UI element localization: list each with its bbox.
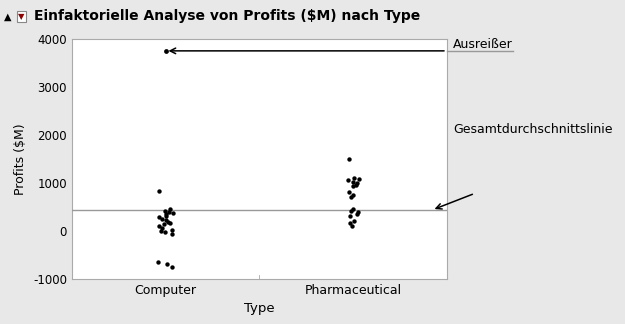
X-axis label: Type: Type — [244, 302, 275, 315]
Point — [160, 229, 170, 235]
Point — [163, 219, 173, 224]
Point — [348, 223, 358, 228]
Point — [342, 178, 352, 183]
Point — [344, 156, 354, 162]
Y-axis label: Profits ($M): Profits ($M) — [14, 123, 28, 195]
Point — [353, 210, 363, 215]
Point — [346, 208, 356, 213]
Point — [167, 227, 177, 232]
Point — [161, 48, 171, 53]
Point — [168, 264, 177, 269]
Point — [348, 183, 358, 189]
Point — [164, 210, 174, 215]
Point — [168, 211, 177, 216]
Point — [156, 228, 166, 234]
Text: ▼: ▼ — [18, 12, 24, 21]
Point — [161, 217, 171, 223]
Point — [346, 194, 356, 200]
Point — [348, 206, 358, 212]
Point — [161, 212, 171, 217]
Point — [346, 214, 356, 219]
Point — [160, 208, 170, 214]
Point — [344, 190, 354, 195]
Point — [161, 213, 171, 218]
Text: Einfaktorielle Analyse von Profits ($M) nach Type: Einfaktorielle Analyse von Profits ($M) … — [34, 9, 421, 23]
Point — [352, 211, 362, 216]
Text: Ausreißer: Ausreißer — [453, 38, 513, 51]
Point — [165, 220, 175, 226]
Point — [165, 206, 175, 212]
Point — [352, 180, 362, 186]
Point — [154, 259, 164, 264]
Point — [354, 176, 364, 181]
Point — [154, 223, 164, 228]
Point — [154, 215, 164, 220]
Point — [162, 262, 172, 267]
Point — [345, 221, 355, 226]
Point — [167, 231, 177, 236]
Point — [349, 179, 359, 184]
Point — [348, 192, 358, 197]
Text: Gesamtdurchschnittslinie: Gesamtdurchschnittslinie — [453, 123, 612, 136]
Point — [159, 222, 169, 227]
Point — [349, 218, 359, 224]
Text: ▲: ▲ — [4, 11, 12, 21]
Point — [351, 182, 361, 187]
Point — [154, 188, 164, 193]
Point — [157, 216, 167, 221]
Point — [349, 175, 359, 180]
Point — [158, 225, 168, 230]
